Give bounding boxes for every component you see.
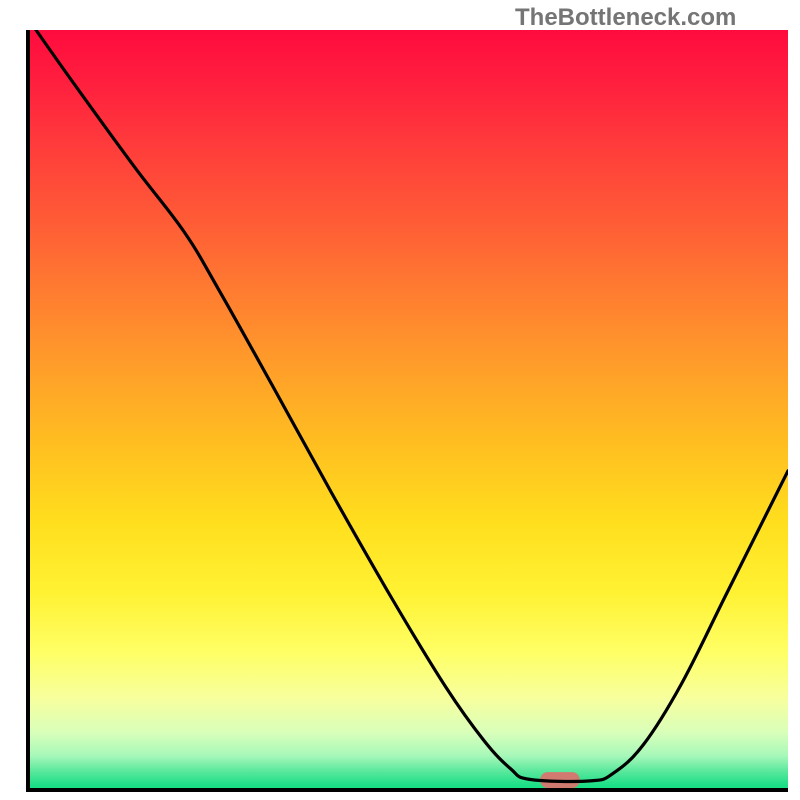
gradient-background (28, 30, 788, 790)
bottleneck-chart (0, 0, 800, 800)
watermark-text: TheBottleneck.com (515, 4, 736, 32)
chart-container: TheBottleneck.com (0, 0, 800, 800)
